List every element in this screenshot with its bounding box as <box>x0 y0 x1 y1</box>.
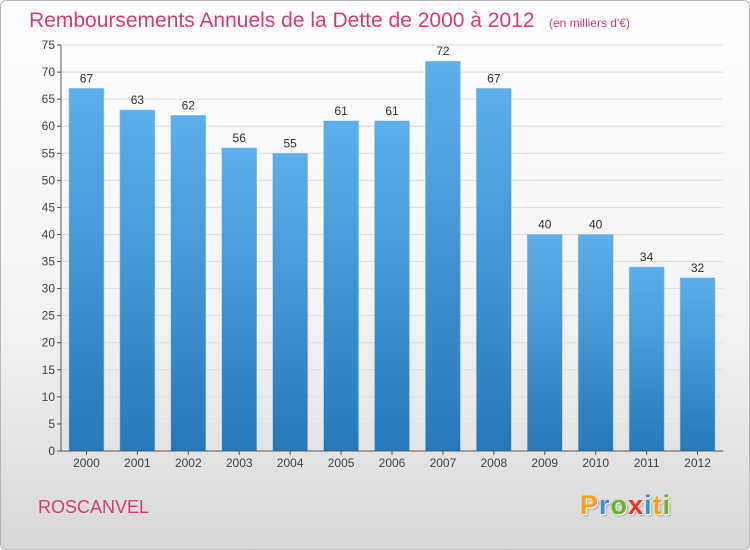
title-row: Remboursements Annuels de la Dette de 20… <box>29 9 630 33</box>
y-tick-label: 30 <box>42 282 56 296</box>
y-tick-label: 15 <box>42 363 56 377</box>
data-label: 72 <box>436 44 450 58</box>
data-label: 61 <box>385 104 399 118</box>
axes: 0 5 10 15 20 25 30 35 40 45 50 55 60 65 70 75 2000 2001 20… <box>42 38 723 470</box>
y-tick-label: 35 <box>42 255 56 269</box>
y-tick-label: 10 <box>42 390 56 404</box>
brand-letter: P <box>580 490 600 520</box>
x-tick-label: 2000 <box>73 456 100 470</box>
brand-letter: i <box>644 490 653 520</box>
data-label: 61 <box>334 104 348 118</box>
y-tick-label: 60 <box>42 119 56 133</box>
y-tick-label: 5 <box>48 417 55 431</box>
bars: 67 63 62 56 55 61 61 72 67 40 40 34 32 <box>68 44 716 452</box>
y-tick-label: 65 <box>42 92 56 106</box>
bar <box>476 88 512 452</box>
bar <box>170 115 207 452</box>
y-tick-label: 0 <box>48 444 55 458</box>
chart-title: Remboursements Annuels de la Dette de 20… <box>29 9 535 32</box>
brand-logo: Proxiti <box>580 490 671 521</box>
data-label: 32 <box>691 261 705 275</box>
data-label: 40 <box>589 217 603 231</box>
data-label: 34 <box>640 250 654 264</box>
bar <box>323 120 359 452</box>
y-tick-label: 25 <box>42 309 56 323</box>
bar <box>527 234 563 452</box>
y-tick-label: 70 <box>42 65 56 79</box>
bar <box>374 120 410 452</box>
bar <box>272 153 308 452</box>
brand-letter: o <box>610 490 629 520</box>
x-tick-label: 2006 <box>379 456 406 470</box>
x-tick-label: 2004 <box>277 456 304 470</box>
y-tick-label: 75 <box>42 38 56 52</box>
x-tick-label: 2005 <box>328 456 355 470</box>
x-tick-label: 2012 <box>684 456 711 470</box>
brand-letter: i <box>662 490 672 520</box>
x-tick-label: 2010 <box>582 456 609 470</box>
bar <box>425 60 461 452</box>
x-tick-label: 2003 <box>226 456 253 470</box>
y-tick-label: 45 <box>42 200 56 214</box>
bar <box>628 266 665 452</box>
brand-letter: t <box>652 490 663 520</box>
data-label: 67 <box>80 71 94 85</box>
y-tick-label: 40 <box>42 227 56 241</box>
brand-letter: x <box>628 490 645 520</box>
bar <box>679 277 716 452</box>
bar <box>119 109 156 452</box>
x-tick-label: 2011 <box>634 456 660 470</box>
y-tick-label: 55 <box>42 146 56 160</box>
x-tick-label: 2001 <box>124 456 151 470</box>
x-tick-label: 2007 <box>430 456 457 470</box>
y-tick-label: 50 <box>42 173 56 187</box>
place-name: ROSCANVEL <box>38 497 150 517</box>
data-label: 62 <box>182 98 196 112</box>
x-tick-label: 2008 <box>480 456 507 470</box>
bar <box>221 147 257 452</box>
data-label: 67 <box>487 71 501 85</box>
data-label: 40 <box>538 217 552 231</box>
x-tick-label: 2009 <box>531 456 558 470</box>
y-tick-label: 20 <box>42 336 56 350</box>
bar <box>68 88 105 452</box>
data-label: 56 <box>233 131 247 145</box>
brand-letter: r <box>599 490 611 520</box>
x-tick-label: 2002 <box>175 456 202 470</box>
bar <box>577 234 614 452</box>
data-label: 55 <box>283 136 297 150</box>
chart-subtitle: (en milliers d'€) <box>548 16 630 30</box>
data-label: 63 <box>131 93 145 107</box>
